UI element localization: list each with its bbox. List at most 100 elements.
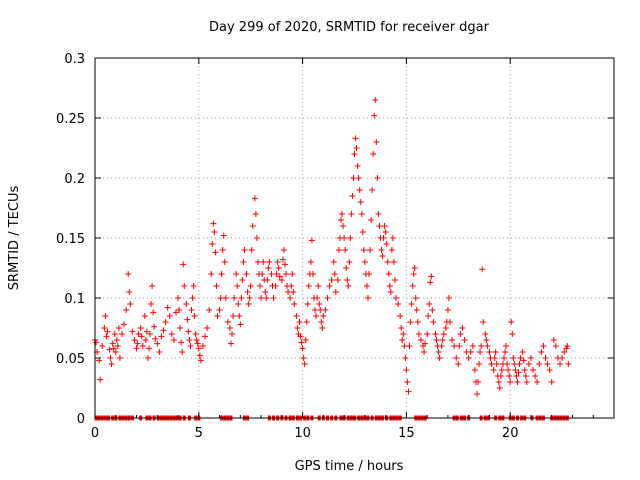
data-point (320, 313, 327, 319)
data-point (235, 301, 242, 307)
data-point (479, 266, 486, 273)
data-point (110, 345, 117, 352)
data-point (432, 331, 439, 337)
data-point (133, 345, 140, 352)
data-point (349, 193, 356, 199)
data-point (395, 301, 402, 307)
data-point (211, 229, 218, 235)
data-point (352, 135, 359, 142)
data-point (263, 295, 270, 301)
data-point (93, 339, 100, 346)
data-point (326, 283, 333, 289)
data-point (123, 307, 130, 313)
data-point (451, 343, 458, 349)
data-point (461, 337, 468, 343)
data-point (324, 295, 331, 301)
data-point (411, 265, 418, 271)
data-point (99, 343, 106, 349)
data-point (160, 327, 167, 334)
data-point (402, 355, 409, 361)
y-tick-label: 0.25 (56, 112, 85, 127)
data-point (287, 295, 294, 301)
data-point (421, 349, 428, 355)
data-point (236, 313, 243, 319)
data-point (348, 211, 355, 217)
data-point (115, 325, 122, 331)
data-point (195, 345, 202, 352)
data-point (408, 301, 415, 307)
data-point (330, 259, 337, 265)
data-point (219, 247, 226, 253)
data-point (316, 301, 323, 307)
data-point (238, 295, 245, 301)
data-point (328, 277, 335, 283)
data-point (145, 345, 152, 352)
data-point (143, 328, 150, 335)
data-point (425, 313, 432, 319)
data-point (233, 271, 240, 277)
data-point (246, 295, 253, 301)
data-point (240, 259, 247, 265)
data-point (272, 283, 279, 289)
data-point (500, 355, 507, 361)
data-point (401, 343, 408, 349)
data-point (403, 367, 410, 373)
data-point (469, 343, 476, 349)
y-tick-label: 0 (77, 412, 85, 427)
data-point (221, 259, 228, 265)
data-point (371, 112, 378, 119)
data-point (245, 301, 252, 307)
data-point (307, 259, 314, 265)
data-point (249, 223, 256, 229)
data-point (204, 325, 211, 331)
data-point (471, 367, 478, 373)
data-point (442, 325, 449, 331)
data-point (113, 337, 120, 343)
data-point (222, 295, 229, 301)
data-point (104, 328, 111, 335)
data-point (208, 271, 215, 277)
data-point (151, 323, 158, 330)
data-point (363, 283, 370, 289)
data-point (248, 247, 255, 253)
data-point (387, 289, 394, 295)
data-point (506, 373, 513, 379)
data-point (412, 295, 419, 301)
data-point (213, 283, 220, 289)
data-point (285, 289, 292, 295)
y-tick-label: 0.15 (56, 232, 85, 247)
data-point (282, 271, 289, 277)
tick-marks (94, 57, 614, 419)
x-tick-label: 20 (502, 426, 519, 441)
y-tick-label: 0.1 (64, 292, 85, 307)
data-point (347, 235, 354, 241)
data-point (209, 241, 216, 247)
data-point (407, 319, 414, 325)
data-point (332, 289, 339, 295)
data-point (502, 349, 509, 355)
data-point (515, 369, 522, 376)
data-point (331, 271, 338, 277)
data-point (369, 187, 376, 193)
data-point (293, 313, 300, 319)
data-point (289, 271, 296, 277)
data-point (276, 273, 283, 280)
data-point (496, 385, 503, 391)
data-point (194, 340, 201, 347)
data-points (92, 97, 572, 421)
data-point (304, 301, 311, 307)
data-point (409, 283, 416, 289)
data-point (226, 325, 233, 331)
data-point (106, 346, 113, 353)
data-point (111, 331, 118, 337)
data-point (116, 355, 123, 361)
data-point (359, 229, 366, 235)
data-point (346, 259, 353, 265)
data-point (335, 247, 342, 253)
data-point (360, 247, 367, 253)
data-point (393, 295, 400, 301)
data-point (129, 328, 136, 335)
data-point (444, 307, 451, 313)
data-point (400, 331, 407, 337)
data-point (127, 301, 134, 307)
